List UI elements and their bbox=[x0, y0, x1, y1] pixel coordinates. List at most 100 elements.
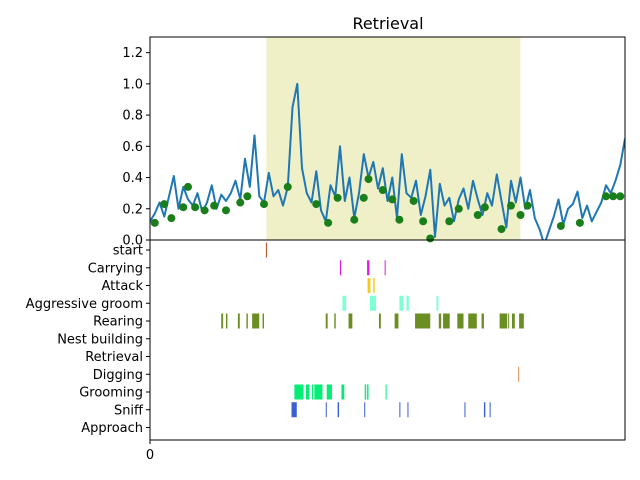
row-label: Sniff bbox=[114, 403, 144, 418]
event-bar bbox=[518, 366, 520, 382]
event-bar bbox=[438, 313, 442, 329]
event-bar bbox=[369, 295, 377, 311]
data-point bbox=[516, 211, 525, 220]
highlight-span bbox=[266, 37, 521, 240]
data-point bbox=[200, 206, 209, 215]
row-label: Aggressive groom bbox=[26, 297, 143, 312]
data-point bbox=[378, 186, 387, 195]
data-point bbox=[523, 201, 532, 210]
data-point bbox=[507, 201, 515, 210]
chart-title: Retrieval bbox=[352, 14, 423, 33]
data-point bbox=[236, 198, 245, 207]
event-bar bbox=[325, 402, 327, 418]
data-point bbox=[260, 200, 268, 209]
data-point bbox=[333, 193, 342, 202]
top-axes: 0.0 0.2 0.4 0.6 0.8 1.0 1.2 bbox=[122, 36, 626, 249]
row-label: Rearing bbox=[93, 315, 143, 330]
y-tick-label: 0.4 bbox=[122, 171, 143, 186]
data-point bbox=[179, 203, 188, 212]
event-bar bbox=[342, 295, 347, 311]
data-point bbox=[184, 182, 192, 191]
data-point bbox=[191, 203, 200, 212]
data-point bbox=[395, 215, 404, 224]
event-bar bbox=[373, 278, 375, 293]
event-bar bbox=[341, 384, 345, 400]
bottom-axes: start Carrying Attack Aggressive groom Reari… bbox=[26, 239, 626, 463]
event-bar bbox=[246, 313, 248, 329]
event-bar bbox=[221, 313, 224, 329]
row-label: Nest building bbox=[57, 332, 143, 347]
event-bar bbox=[367, 278, 371, 293]
event-bar bbox=[464, 402, 466, 418]
event-bar bbox=[291, 402, 297, 418]
event-bar bbox=[237, 313, 240, 329]
row-label: Digging bbox=[93, 368, 143, 383]
data-point bbox=[473, 211, 482, 220]
data-point bbox=[445, 217, 454, 226]
event-bar bbox=[340, 260, 341, 276]
y-tick-label: 0.8 bbox=[122, 109, 143, 124]
y-tick-label: 0.2 bbox=[122, 202, 143, 217]
event-bar bbox=[367, 384, 369, 400]
data-point bbox=[616, 192, 625, 201]
event-bar bbox=[364, 384, 367, 400]
event-bar bbox=[399, 402, 401, 418]
data-point bbox=[497, 225, 506, 234]
event-bar bbox=[481, 313, 484, 329]
event-bar bbox=[489, 402, 491, 418]
row-label: start bbox=[113, 244, 143, 259]
data-point bbox=[364, 175, 373, 184]
event-bar bbox=[406, 295, 409, 311]
event-bar bbox=[519, 313, 524, 329]
event-bar bbox=[334, 313, 336, 329]
data-point bbox=[480, 203, 489, 212]
event-bar bbox=[407, 402, 409, 418]
event-bar bbox=[483, 402, 486, 418]
event-bar bbox=[394, 313, 399, 329]
data-point bbox=[210, 201, 219, 210]
marker-group bbox=[150, 175, 625, 243]
row-label-axis: start Carrying Attack Aggressive groom Reari… bbox=[26, 244, 150, 436]
bottom-axes-frame bbox=[149, 239, 626, 441]
data-point bbox=[160, 200, 169, 209]
data-point bbox=[602, 192, 610, 201]
y-tick-label: 1.2 bbox=[122, 46, 143, 61]
event-bar bbox=[311, 384, 313, 400]
y-tick-label: 1.0 bbox=[122, 77, 143, 92]
event-bar bbox=[499, 313, 508, 329]
event-bar bbox=[457, 313, 464, 329]
data-point bbox=[419, 217, 428, 226]
event-bar bbox=[415, 313, 431, 329]
event-bar bbox=[337, 402, 340, 418]
data-point bbox=[222, 206, 230, 215]
data-point bbox=[388, 195, 397, 204]
event-bar bbox=[262, 313, 264, 329]
data-point bbox=[426, 234, 435, 243]
event-bar bbox=[508, 313, 510, 329]
event-bar bbox=[378, 313, 381, 329]
event-bar bbox=[364, 402, 366, 418]
row-label: Approach bbox=[81, 421, 143, 436]
row-label: Attack bbox=[101, 279, 143, 294]
data-point bbox=[167, 214, 176, 223]
event-group bbox=[221, 242, 524, 418]
event-bar bbox=[252, 313, 260, 329]
data-point bbox=[312, 200, 321, 209]
event-bar bbox=[326, 384, 332, 400]
event-bar bbox=[226, 313, 228, 329]
data-point bbox=[454, 204, 463, 213]
data-point bbox=[359, 193, 368, 202]
event-bar bbox=[314, 384, 323, 400]
event-bar bbox=[265, 242, 267, 258]
y-tick-label: 0.0 bbox=[122, 234, 143, 249]
x-axis: 0 bbox=[146, 440, 154, 463]
event-bar bbox=[385, 384, 387, 400]
data-point bbox=[350, 215, 359, 224]
data-point bbox=[243, 192, 252, 201]
data-point bbox=[283, 182, 292, 191]
event-bar bbox=[348, 313, 353, 329]
row-label: Retrieval bbox=[85, 350, 143, 365]
event-bar bbox=[399, 295, 404, 311]
data-point bbox=[150, 218, 159, 227]
event-bar bbox=[294, 384, 304, 400]
